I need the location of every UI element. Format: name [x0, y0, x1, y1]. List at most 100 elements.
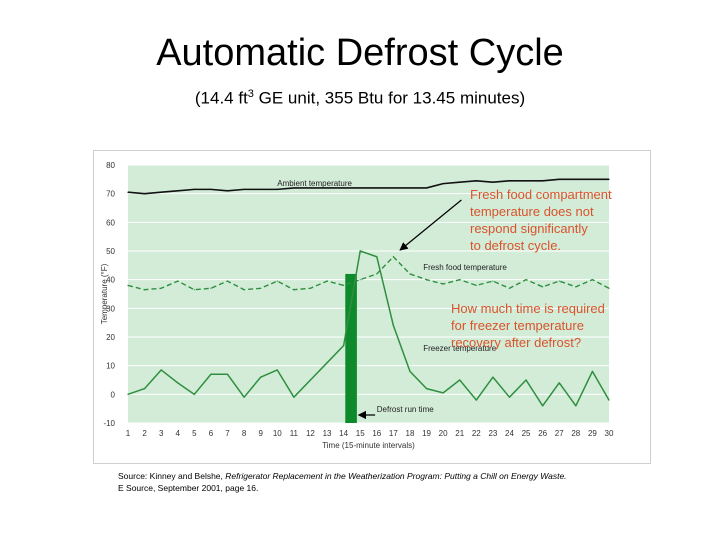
slide-title: Automatic Defrost Cycle [156, 32, 564, 74]
data-point [542, 405, 544, 407]
data-point [475, 284, 477, 286]
data-point [160, 369, 162, 371]
data-point [525, 180, 527, 182]
x-tick-label: 22 [472, 429, 481, 438]
data-point [442, 283, 444, 285]
data-point [243, 188, 245, 190]
data-point [343, 187, 345, 189]
x-tick-label: 6 [209, 429, 214, 438]
x-tick-label: 21 [455, 429, 464, 438]
data-point [558, 178, 560, 180]
x-tick-label: 19 [422, 429, 431, 438]
data-point [525, 279, 527, 281]
y-axis-label: Temperature (°F) [100, 263, 109, 324]
x-tick-label: 26 [538, 429, 547, 438]
data-point [459, 181, 461, 183]
data-point [608, 178, 610, 180]
y-tick-label: 70 [106, 190, 115, 199]
data-point [575, 286, 577, 288]
freezer-recovery-annotation: How much time is required for freezer tem… [451, 300, 605, 351]
fresh-food-annotation-line-4: to defrost cycle. [470, 238, 562, 253]
x-tick-label: 5 [192, 429, 197, 438]
data-point [309, 287, 312, 289]
data-point [276, 280, 278, 282]
x-tick-label: 27 [555, 429, 564, 438]
data-point [193, 289, 195, 291]
fresh-food-arrow [399, 199, 462, 251]
data-point [492, 280, 494, 282]
data-point [475, 180, 477, 182]
fresh-food-annotation: Fresh food compartment temperature does n… [470, 186, 612, 254]
data-point [376, 187, 378, 189]
x-tick-label: 20 [439, 429, 448, 438]
data-point [243, 289, 245, 291]
data-point [243, 396, 245, 398]
data-point [425, 279, 428, 281]
data-point [392, 187, 394, 189]
x-tick-label: 24 [505, 429, 514, 438]
x-tick-label: 2 [142, 429, 147, 438]
data-point [226, 190, 229, 192]
x-tick-label: 7 [225, 429, 230, 438]
data-point [326, 362, 328, 364]
x-tick-label: 4 [176, 429, 181, 438]
y-tick-label: 30 [106, 304, 115, 313]
data-point [210, 287, 212, 289]
data-point [359, 187, 361, 189]
data-point [260, 287, 262, 289]
data-point [508, 287, 511, 289]
data-point [542, 286, 544, 288]
data-point [459, 279, 461, 281]
data-point [475, 399, 477, 401]
data-point [409, 273, 411, 275]
data-point [359, 279, 361, 281]
subtitle-superscript: 3 [247, 88, 254, 100]
data-point [575, 405, 577, 407]
data-point [143, 193, 146, 195]
data-point [193, 188, 195, 190]
ambient-series-label: Ambient temperature [277, 179, 352, 188]
data-point [343, 284, 345, 286]
data-point [575, 178, 577, 180]
data-point [143, 388, 146, 390]
data-point [276, 369, 278, 371]
data-point [226, 280, 229, 282]
defrost-series-label: Defrost run time [377, 405, 434, 414]
x-tick-label: 13 [323, 429, 332, 438]
data-point [260, 188, 262, 190]
x-tick-label: 28 [571, 429, 580, 438]
data-point [226, 373, 229, 375]
data-point [376, 256, 378, 258]
x-tick-label: 16 [372, 429, 381, 438]
data-point [591, 279, 594, 281]
x-tick-label: 30 [605, 429, 614, 438]
freezer-annotation-line-3: recovery after defrost? [451, 335, 582, 350]
fresh-food-annotation-line-1: Fresh food compartment [470, 187, 612, 202]
data-point [508, 180, 511, 182]
data-point [442, 183, 444, 185]
x-tick-label: 23 [488, 429, 497, 438]
fresh-series-label: Fresh food temperature [423, 263, 507, 272]
data-point [376, 273, 378, 275]
data-point [177, 382, 179, 384]
data-point [608, 287, 610, 289]
data-point [143, 289, 146, 291]
source-prefix: Source: Kinney and Belshe, [118, 471, 226, 481]
source-line-2: E Source, September 2001, page 16. [118, 483, 259, 493]
source-citation: Source: Kinney and Belshe, Refrigerator … [118, 470, 678, 494]
data-point [276, 188, 278, 190]
data-point [558, 280, 560, 282]
data-point [508, 396, 511, 398]
y-tick-label: 10 [106, 362, 115, 371]
data-point [309, 187, 312, 189]
data-point [425, 187, 428, 189]
y-tick-label: 20 [106, 333, 115, 342]
data-point [326, 187, 328, 189]
source-line-1: Source: Kinney and Belshe, Refrigerator … [118, 470, 678, 482]
data-point [392, 256, 394, 258]
data-point [177, 280, 179, 282]
fresh-food-annotation-line-3: respond significantly [470, 221, 588, 236]
subtitle-text-start: (14.4 ft [194, 88, 248, 108]
data-point [409, 187, 411, 189]
